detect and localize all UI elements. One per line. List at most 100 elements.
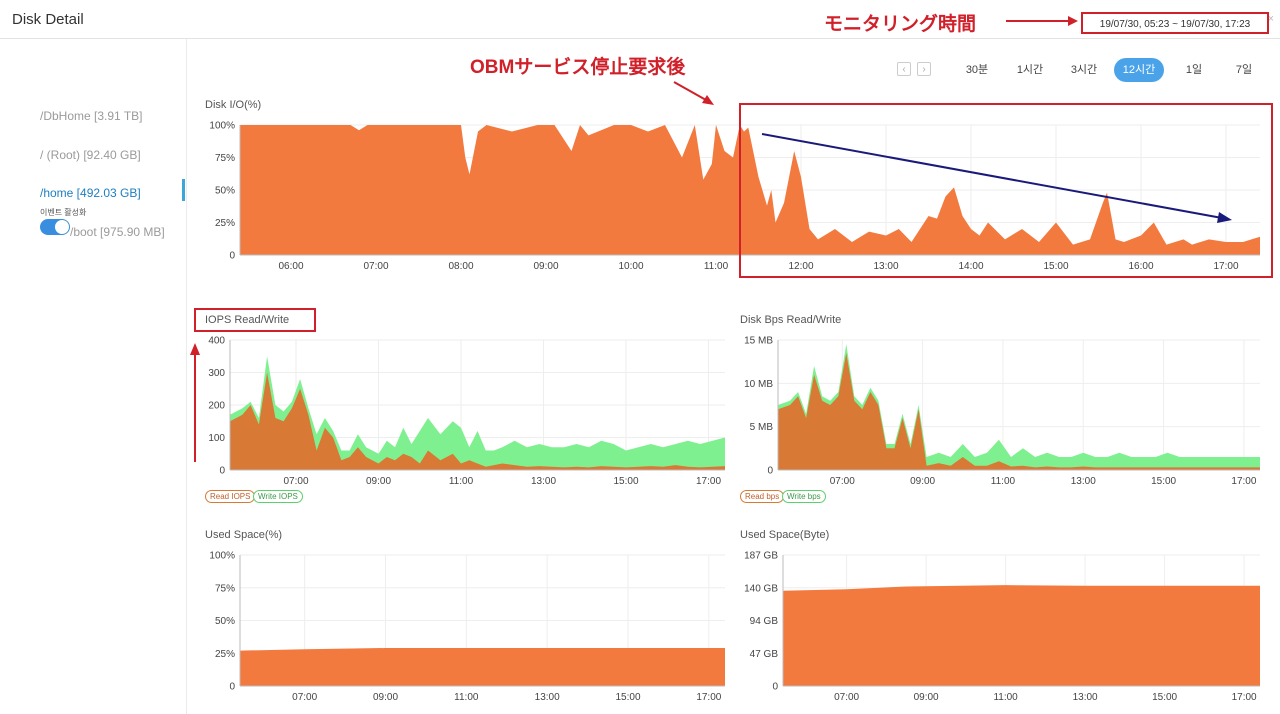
x-tick-label: 07:00 bbox=[830, 476, 855, 487]
x-tick-label: 07:00 bbox=[834, 692, 859, 703]
time-button-3h[interactable]: 3시간 bbox=[1070, 64, 1098, 76]
disk-list-panel bbox=[0, 39, 187, 714]
time-button-7d[interactable]: 7일 bbox=[1235, 64, 1253, 76]
chart-iops: 0 100 200 300 400 07:00 09:00 11:00 13:00 15:00 17… bbox=[208, 336, 725, 487]
x-tick-label: 07:00 bbox=[363, 261, 388, 272]
chart-disk-io: 0 25% 50% 75% 100% 06:00 07:00 08:00 09:00 10:00 1… bbox=[209, 121, 1260, 272]
x-tick-label: 09:00 bbox=[366, 476, 391, 487]
y-tick-label: 100% bbox=[209, 121, 235, 132]
y-tick-label: 400 bbox=[208, 336, 225, 347]
x-tick-label: 17:00 bbox=[696, 692, 721, 703]
x-tick-label: 11:00 bbox=[993, 692, 1018, 703]
y-tick-label: 25% bbox=[215, 218, 235, 229]
x-tick-label: 11:00 bbox=[704, 261, 729, 272]
time-button-1d[interactable]: 1일 bbox=[1185, 64, 1203, 76]
y-tick-label: 140 GB bbox=[744, 583, 778, 594]
x-tick-label: 07:00 bbox=[283, 476, 308, 487]
y-tick-label: 94 GB bbox=[750, 616, 779, 627]
y-tick-label: 50% bbox=[215, 616, 235, 627]
toggle-knob bbox=[55, 220, 69, 234]
disk-item-home[interactable]: /home [492.03 GB] bbox=[40, 186, 141, 200]
x-tick-label: 17:00 bbox=[1231, 476, 1256, 487]
x-tick-label: 09:00 bbox=[533, 261, 558, 272]
x-tick-label: 07:00 bbox=[292, 692, 317, 703]
close-icon[interactable]: × bbox=[1267, 13, 1274, 25]
x-tick-label: 13:00 bbox=[531, 476, 556, 487]
prev-range-button[interactable]: ‹ bbox=[897, 62, 911, 76]
read-iops-area bbox=[230, 372, 725, 470]
y-tick-label: 75% bbox=[215, 583, 235, 594]
y-tick-label: 0 bbox=[219, 466, 225, 477]
event-toggle-label: 이벤트 활성화 bbox=[40, 208, 87, 217]
x-tick-label: 16:00 bbox=[1128, 261, 1153, 272]
x-tick-label: 11:00 bbox=[454, 692, 479, 703]
x-tick-label: 12:00 bbox=[788, 261, 813, 272]
disk-item-boot[interactable]: /boot [975.90 MB] bbox=[70, 225, 165, 239]
y-tick-label: 25% bbox=[215, 649, 235, 660]
x-tick-label: 17:00 bbox=[1213, 261, 1238, 272]
read-bps-area bbox=[778, 353, 1260, 470]
event-toggle[interactable] bbox=[40, 219, 70, 235]
annotation-arrow-diagonal bbox=[673, 81, 714, 105]
time-button-1h[interactable]: 1시간 bbox=[1016, 64, 1044, 76]
annotation-iops-box bbox=[194, 308, 316, 332]
disk-item-root[interactable]: / (Root) [92.40 GB] bbox=[40, 148, 141, 162]
x-tick-label: 17:00 bbox=[1232, 692, 1257, 703]
chart-title-used-bytes: Used Space(Byte) bbox=[740, 529, 830, 541]
annotation-monitoring-time: モニタリング時間 bbox=[824, 14, 977, 35]
chart-used-pct: 0 25% 50% 75% 100% 07:00 09:00 11:00 13:00 15:00 1… bbox=[209, 551, 725, 703]
x-tick-label: 08:00 bbox=[448, 261, 473, 272]
y-tick-label: 0 bbox=[229, 682, 235, 693]
y-tick-label: 0 bbox=[767, 466, 773, 477]
write-iops-area bbox=[230, 356, 725, 470]
x-tick-label: 06:00 bbox=[278, 261, 303, 272]
y-tick-label: 300 bbox=[208, 368, 225, 379]
legend-write-iops[interactable]: Write IOPS bbox=[253, 490, 303, 503]
x-tick-label: 13:00 bbox=[1073, 692, 1098, 703]
y-tick-label: 50% bbox=[215, 186, 235, 197]
x-tick-label: 11:00 bbox=[991, 476, 1016, 487]
series-area bbox=[783, 585, 1260, 686]
y-tick-label: 200 bbox=[208, 401, 225, 412]
series-area bbox=[240, 648, 725, 686]
chart-used-bytes: 0 47 GB 94 GB 140 GB 187 GB 07:00 09:00 11:00 13… bbox=[744, 551, 1260, 703]
chart-disk-bps: 0 5 MB 10 MB 15 MB 07:00 09:00 11:00 13:00 15:00… bbox=[744, 336, 1260, 487]
y-tick-label: 75% bbox=[215, 153, 235, 164]
header: Disk Detail × bbox=[0, 0, 1280, 39]
time-range-display: 19/07/30, 05:23 ~ 19/07/30, 17:23 bbox=[1081, 12, 1269, 34]
time-button-30m[interactable]: 30분 bbox=[965, 64, 989, 76]
x-tick-label: 15:00 bbox=[1043, 261, 1068, 272]
x-tick-label: 10:00 bbox=[618, 261, 643, 272]
page-title: Disk Detail bbox=[12, 11, 84, 28]
annotation-after-stop: OBMサービス停止要求後 bbox=[470, 57, 686, 78]
active-disk-indicator bbox=[182, 179, 185, 201]
x-tick-label: 13:00 bbox=[873, 261, 898, 272]
x-tick-label: 11:00 bbox=[449, 476, 474, 487]
y-tick-label: 5 MB bbox=[750, 422, 774, 433]
legend-read-bps[interactable]: Read bps bbox=[740, 490, 785, 503]
y-tick-label: 0 bbox=[229, 251, 235, 262]
x-tick-label: 17:00 bbox=[696, 476, 721, 487]
annotation-arrow-right bbox=[1006, 16, 1078, 26]
x-tick-label: 15:00 bbox=[615, 692, 640, 703]
disk-item-dbhome[interactable]: /DbHome [3.91 TB] bbox=[40, 109, 143, 123]
x-tick-label: 09:00 bbox=[910, 476, 935, 487]
x-tick-label: 13:00 bbox=[535, 692, 560, 703]
chart-title-iops: IOPS Read/Write bbox=[205, 314, 290, 326]
chart-title-disk-bps: Disk Bps Read/Write bbox=[740, 314, 842, 326]
legend-read-iops[interactable]: Read IOPS bbox=[205, 490, 256, 503]
x-tick-label: 15:00 bbox=[1152, 692, 1177, 703]
time-button-12h[interactable]: 12시간 bbox=[1114, 58, 1164, 82]
chart-title-used-pct: Used Space(%) bbox=[205, 529, 283, 541]
y-tick-label: 47 GB bbox=[750, 649, 779, 660]
x-tick-label: 09:00 bbox=[373, 692, 398, 703]
x-tick-label: 13:00 bbox=[1071, 476, 1096, 487]
y-tick-label: 187 GB bbox=[744, 551, 778, 562]
y-tick-label: 100 bbox=[208, 433, 225, 444]
chart-title-disk-io: Disk I/O(%) bbox=[205, 99, 262, 111]
x-tick-label: 15:00 bbox=[613, 476, 638, 487]
legend-write-bps[interactable]: Write bps bbox=[782, 490, 826, 503]
next-range-button[interactable]: › bbox=[917, 62, 931, 76]
y-tick-label: 15 MB bbox=[744, 336, 773, 347]
y-tick-label: 100% bbox=[209, 551, 235, 562]
